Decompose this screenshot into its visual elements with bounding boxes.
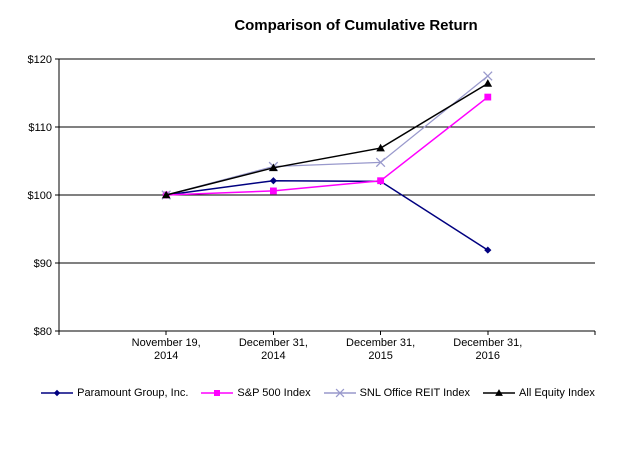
- legend-triangle-marker-icon: [483, 389, 516, 396]
- x-tick-label: November 19,: [132, 337, 201, 349]
- y-tick-label: $120: [28, 54, 52, 66]
- diamond-marker-icon: [53, 389, 61, 397]
- diamond-marker-icon: [484, 246, 492, 254]
- triangle-marker-icon: [376, 143, 385, 152]
- legend-item-snl-office-reit-index: SNL Office REIT Index: [323, 387, 471, 399]
- x-tick-label: December 31,: [346, 337, 415, 349]
- y-tick-label: $100: [28, 190, 52, 202]
- diamond-marker-icon: [269, 177, 277, 185]
- y-tick-label: $90: [34, 258, 52, 270]
- x-marker-icon: [375, 157, 386, 168]
- legend-x-marker-icon: [323, 388, 356, 398]
- square-marker-icon: [270, 187, 277, 195]
- x-marker-icon: [483, 71, 493, 81]
- legend-label: Paramount Group, Inc.: [77, 387, 189, 399]
- legend-label: All Equity Index: [519, 387, 595, 399]
- triangle-marker-icon: [483, 79, 493, 87]
- legend-diamond-marker-icon: [41, 389, 74, 397]
- legend-square-marker-icon: [201, 390, 234, 396]
- chart-legend: Paramount Group, Inc. S&P 500 Index SNL Of…: [0, 387, 636, 399]
- series-line-all-equity-index: [166, 82, 489, 196]
- chart-title: Comparison of Cumulative Return: [234, 17, 478, 34]
- square-marker-icon: [484, 93, 492, 101]
- square-marker-icon: [377, 177, 384, 185]
- x-tick-label: 2016: [476, 350, 500, 362]
- triangle-marker-icon: [269, 163, 278, 172]
- x-tick-label: December 31,: [453, 337, 522, 349]
- triangle-marker-icon: [161, 190, 171, 199]
- x-tick-label: 2014: [154, 350, 178, 362]
- legend-item-paramount-group-inc: Paramount Group, Inc.: [41, 387, 188, 399]
- legend-item-all-equity-index: All Equity Index: [483, 387, 595, 399]
- triangle-marker-icon: [495, 389, 503, 396]
- y-tick-label: $110: [28, 122, 52, 134]
- y-tick-label: $80: [34, 326, 52, 338]
- series-line-paramount-group-inc: [166, 179, 489, 251]
- series-line-s-p-500-index: [166, 96, 489, 196]
- x-tick-label: 2014: [261, 350, 285, 362]
- legend-label: SNL Office REIT Index: [359, 387, 471, 399]
- square-marker-icon: [214, 390, 221, 396]
- x-tick-label: 2015: [368, 350, 392, 362]
- x-tick-label: December 31,: [239, 337, 308, 349]
- legend-item-s-p-500-index: S&P 500 Index: [201, 387, 311, 399]
- legend-label: S&P 500 Index: [237, 387, 311, 399]
- x-marker-icon: [335, 388, 344, 398]
